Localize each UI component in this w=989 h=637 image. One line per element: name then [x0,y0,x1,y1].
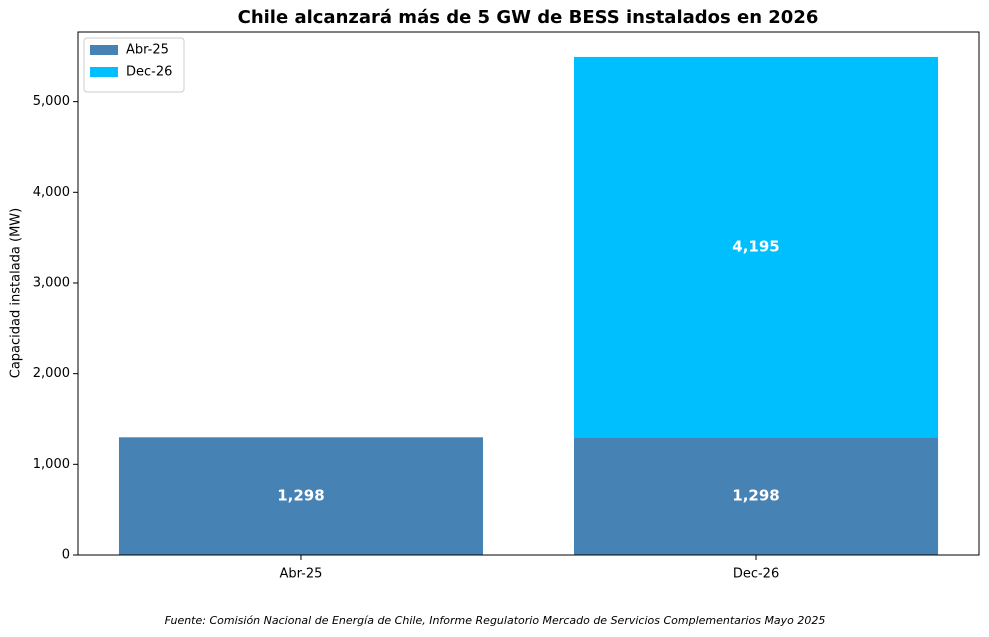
bar-segment [574,56,939,438]
y-tick-label: 2,000 [33,366,70,381]
value-label: 1,298 [277,487,324,505]
legend-swatch [90,45,118,55]
value-label: 1,298 [732,487,779,505]
value-label: 4,195 [732,238,779,256]
y-tick-label: 0 [62,548,70,563]
y-tick-label: 3,000 [33,275,70,290]
x-tick-label: Dec-26 [733,567,779,582]
source-note: Fuente: Comisión Nacional de Energía de … [165,614,826,627]
plot-frame [77,31,980,556]
y-tick-label: 4,000 [33,185,70,200]
legend-label: Abr-25 [126,43,169,58]
y-tick-label: 1,000 [33,457,70,472]
legend-swatch [90,67,118,77]
x-tick-label: Abr-25 [280,567,323,582]
chart-title: Chile alcanzará más de 5 GW de BESS inst… [238,7,819,28]
bar-segment [118,437,483,555]
y-tick-label: 5,000 [33,94,70,109]
legend-label: Dec-26 [126,65,172,80]
y-axis-label: Capacidad instalada (MW) [9,208,24,378]
bar-segment [574,437,939,555]
